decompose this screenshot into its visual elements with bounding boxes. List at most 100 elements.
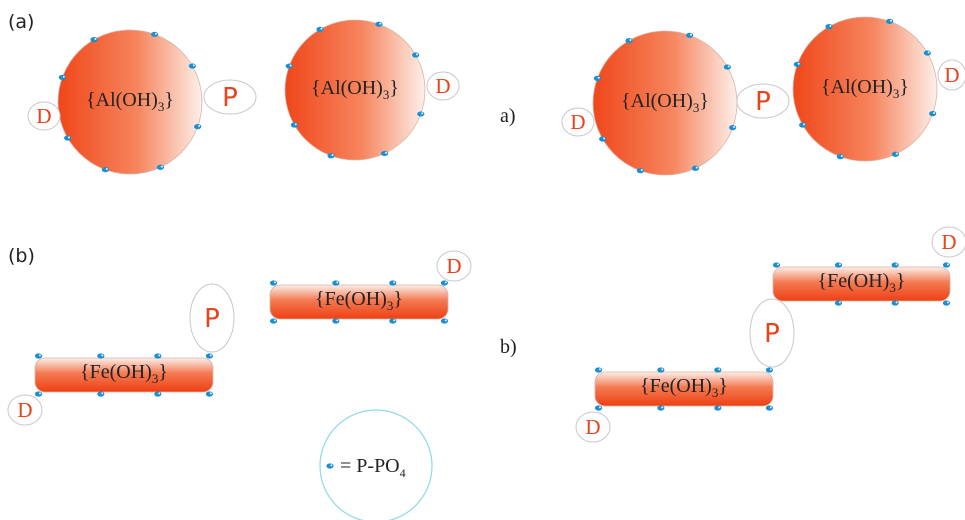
dot-highlight	[393, 319, 395, 321]
ion-label: D	[17, 398, 32, 422]
dot-highlight	[933, 112, 935, 114]
phosphate-dot	[825, 24, 832, 29]
formula-end: }	[899, 76, 909, 98]
phosphate-dot	[157, 165, 164, 170]
panel-label: a)	[500, 105, 516, 127]
phosphate-dot	[924, 50, 931, 55]
dot-highlight	[661, 368, 663, 370]
phosphate-dot	[714, 367, 721, 372]
phosphate-dot	[417, 111, 424, 116]
formula-end: }	[164, 89, 174, 111]
formula-main: {Fe(OH)	[80, 361, 152, 383]
phosphate-dot	[332, 280, 339, 285]
dot-highlight	[770, 368, 772, 370]
phosphate-dot	[794, 62, 801, 67]
phosphate-dot	[151, 32, 158, 37]
phosphate-dot	[389, 318, 396, 323]
dot-highlight	[155, 33, 157, 35]
layer: {Al(OH)3}{Al(OH)3}{Al(OH)3}{Al(OH)3}{Fe(…	[8, 17, 965, 480]
phosphate-dot	[637, 168, 644, 173]
dot-highlight	[330, 464, 332, 466]
formula-main: {Fe(OH)	[640, 375, 712, 397]
dot-highlight	[274, 281, 276, 283]
dot-highlight	[101, 354, 103, 356]
dot-highlight	[193, 64, 195, 66]
dot-highlight	[733, 126, 735, 128]
ion-label: P	[755, 87, 771, 117]
phosphate-dot	[326, 463, 333, 468]
dot-highlight	[928, 51, 930, 53]
dot-highlight	[336, 281, 338, 283]
phosphate-dot	[799, 122, 806, 127]
phosphate-dot	[35, 353, 42, 358]
dot-highlight	[295, 123, 297, 125]
phosphate-dot	[64, 135, 71, 140]
ion-label: D	[570, 110, 585, 134]
dot-highlight	[210, 392, 212, 394]
phosphate-dot	[270, 280, 277, 285]
dot-highlight	[896, 153, 898, 155]
dot-highlight	[690, 34, 692, 36]
formula-main: {Al(OH)	[86, 89, 158, 111]
phosphate-dot	[375, 22, 382, 27]
legend-main: = P-PO	[340, 455, 400, 477]
formula-end: }	[389, 77, 399, 99]
dot-highlight	[331, 154, 333, 156]
phosphate-dot	[837, 154, 844, 159]
ion-label: D	[446, 254, 461, 278]
dot-highlight	[890, 20, 892, 22]
dot-highlight	[718, 406, 720, 408]
dot-highlight	[947, 301, 949, 303]
ion-label: D	[585, 415, 600, 439]
phosphate-dot	[835, 262, 842, 267]
phosphate-dot	[595, 405, 602, 410]
phosphate-dot	[102, 167, 109, 172]
phosphate-dot	[625, 38, 632, 43]
formula-main: {Al(OH)	[821, 76, 893, 98]
phosphate-dot	[773, 262, 780, 267]
phosphate-dot	[90, 37, 97, 42]
phosphate-dot	[316, 27, 323, 32]
dot-highlight	[839, 301, 841, 303]
dot-highlight	[158, 354, 160, 356]
phosphate-dot	[389, 280, 396, 285]
phosphate-dot	[943, 300, 950, 305]
ion-label: D	[944, 63, 959, 87]
formula-end: }	[158, 361, 168, 383]
formula-end: }	[896, 270, 906, 292]
dot-highlight	[661, 406, 663, 408]
dot-highlight	[416, 53, 418, 55]
legend-sub: 4	[400, 466, 406, 480]
dot-highlight	[161, 166, 163, 168]
formula-main: {Al(OH)	[311, 77, 383, 99]
dot-highlight	[290, 64, 292, 66]
phosphate-dot	[766, 405, 773, 410]
ion-label: P	[764, 319, 780, 349]
phosphate-dot	[594, 76, 601, 81]
dot-highlight	[718, 368, 720, 370]
dot-highlight	[158, 392, 160, 394]
phosphate-dot	[286, 63, 293, 68]
phosphate-dot	[599, 136, 606, 141]
dot-highlight	[641, 169, 643, 171]
dot-highlight	[379, 23, 381, 25]
phosphate-dot	[206, 353, 213, 358]
dot-highlight	[696, 167, 698, 169]
dot-highlight	[896, 301, 898, 303]
dot-highlight	[803, 123, 805, 125]
phosphate-dot	[943, 262, 950, 267]
panel-label: b)	[500, 336, 517, 358]
formula-main: {Fe(OH)	[818, 270, 890, 292]
dot-highlight	[274, 319, 276, 321]
dot-highlight	[336, 319, 338, 321]
dot-highlight	[599, 406, 601, 408]
phosphate-dot	[892, 152, 899, 157]
phosphate-dot	[929, 111, 936, 116]
dot-highlight	[63, 76, 65, 78]
dot-highlight	[896, 263, 898, 265]
dot-highlight	[68, 136, 70, 138]
dot-highlight	[947, 263, 949, 265]
dot-highlight	[385, 152, 387, 154]
dot-highlight	[599, 368, 601, 370]
phosphate-dot	[692, 166, 699, 171]
